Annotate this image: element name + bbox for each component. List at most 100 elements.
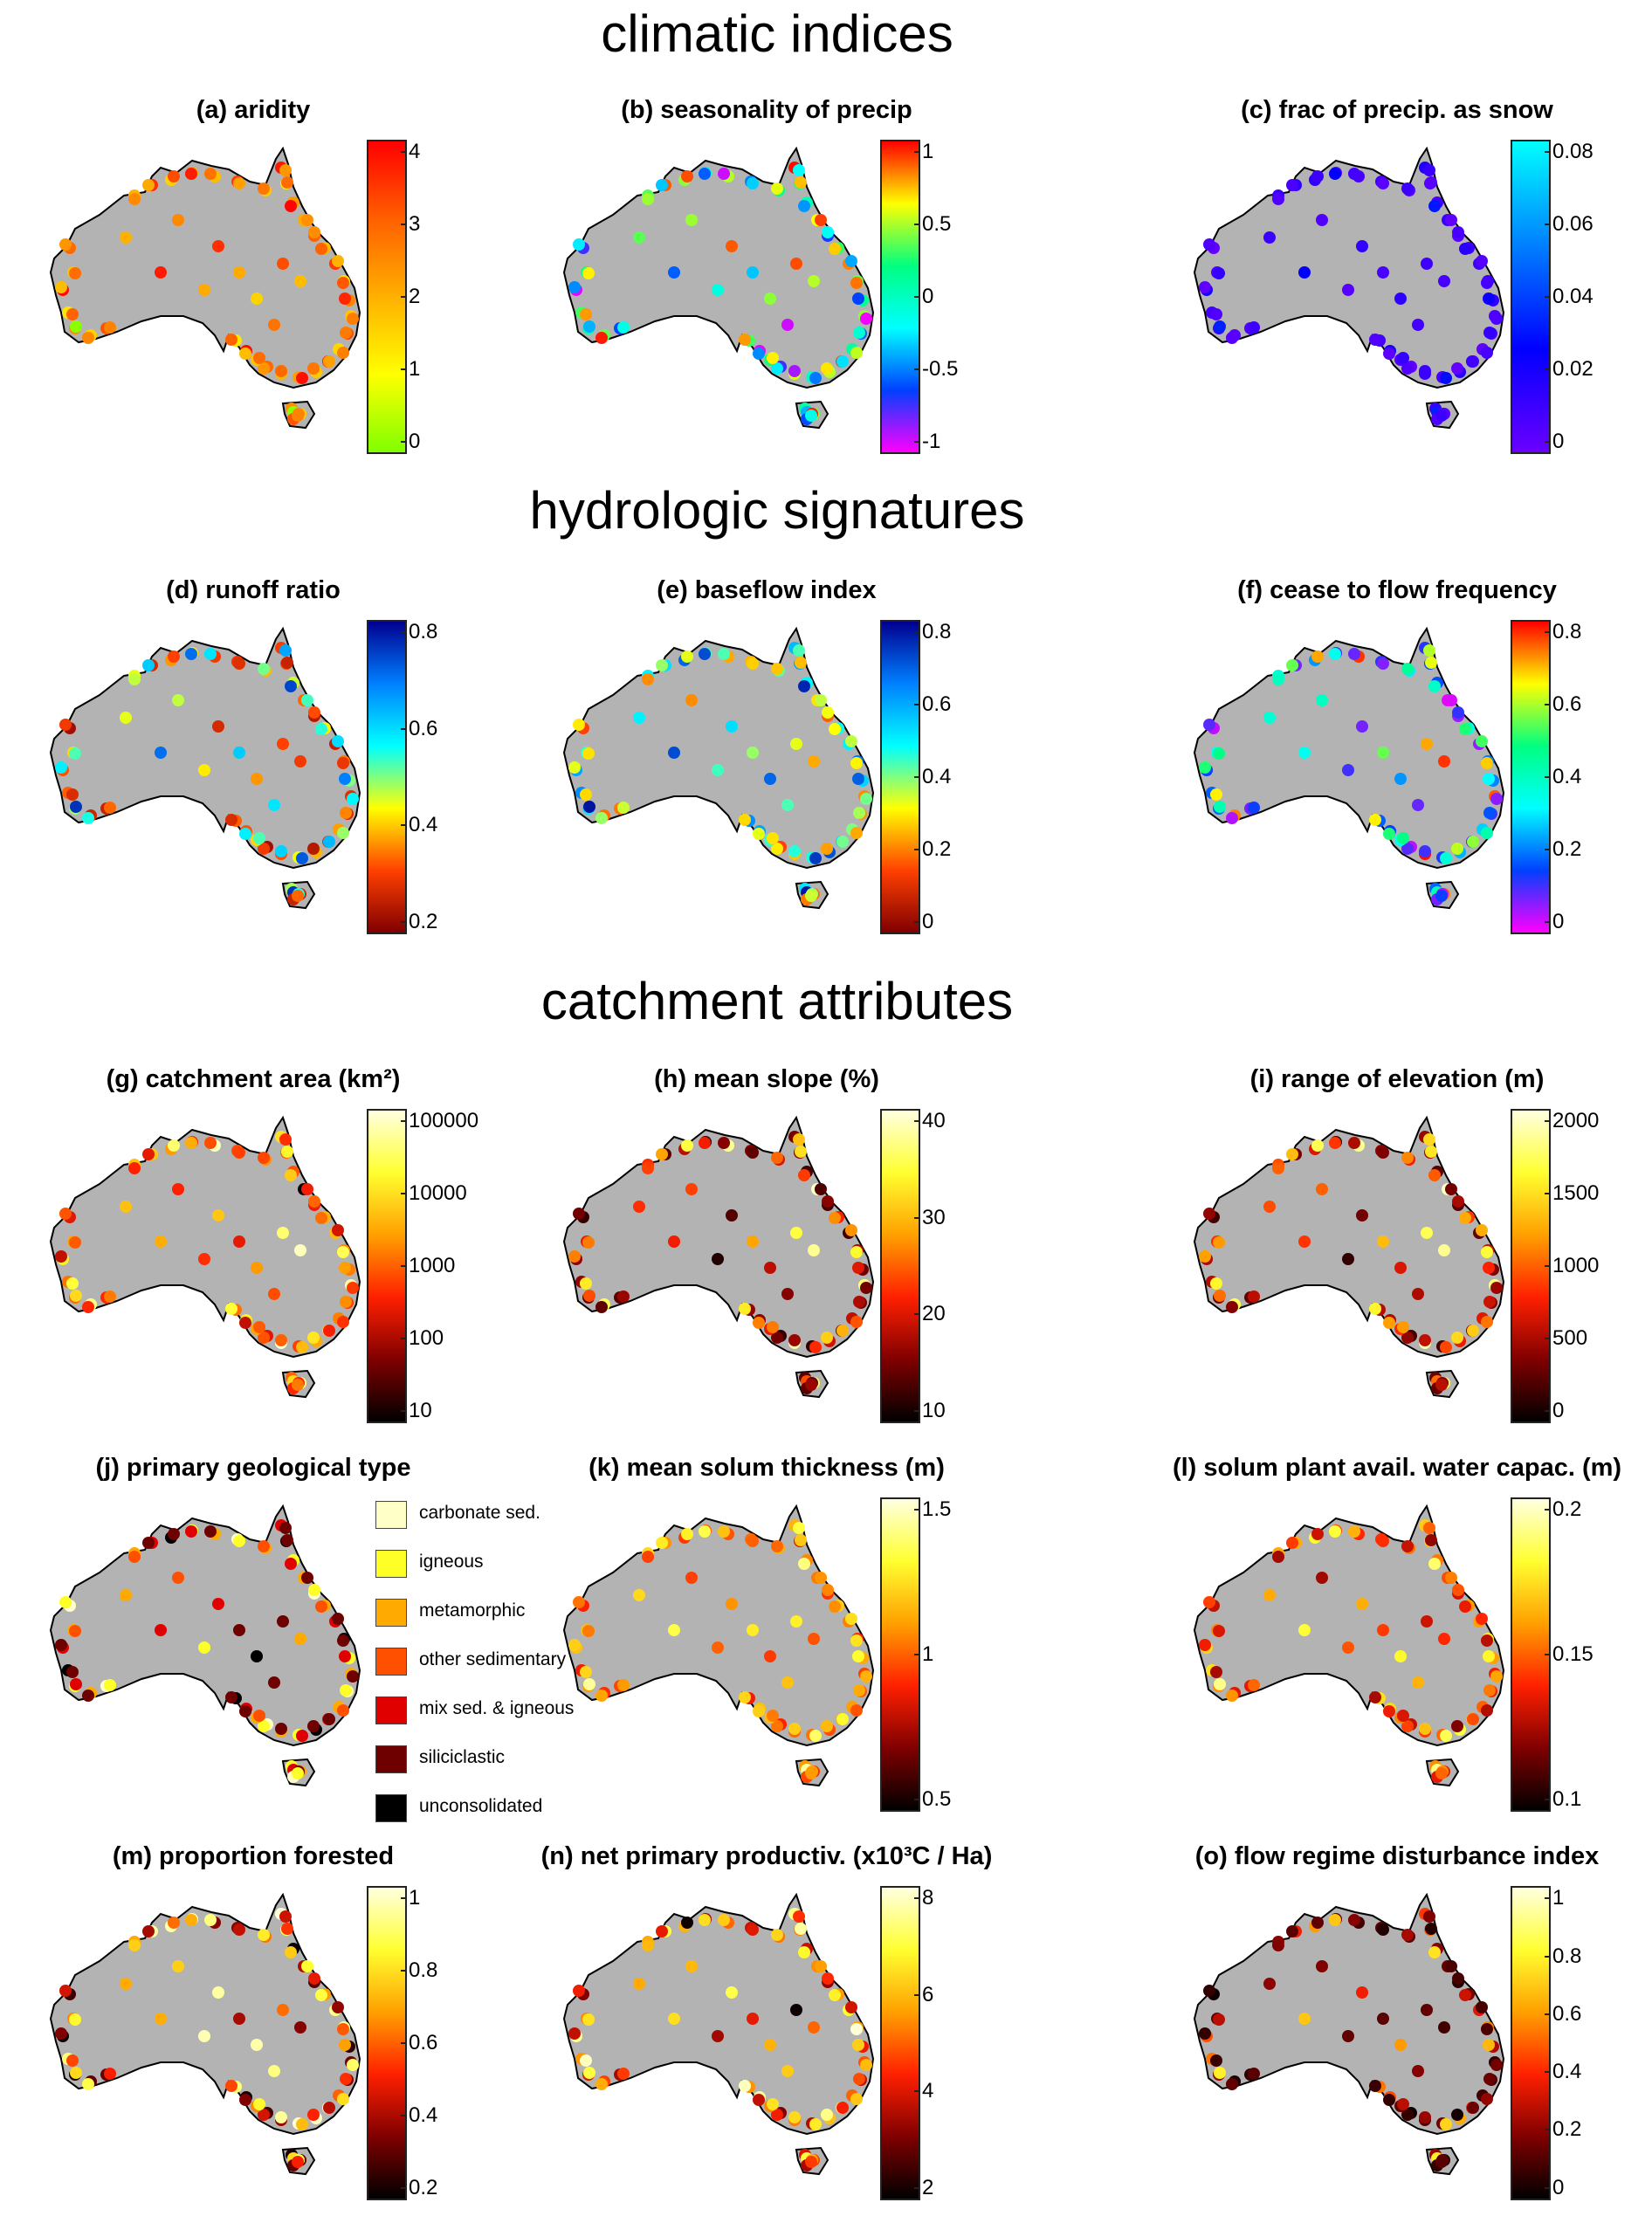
catchment-dot — [1383, 1705, 1395, 1717]
catchment-dot — [656, 1537, 668, 1549]
colorbar-tick-label: 4 — [913, 2079, 934, 2103]
catchment-dot — [315, 1212, 327, 1224]
catchment-dot — [836, 1713, 849, 1725]
catchment-dot — [771, 663, 783, 675]
catchment-dot — [668, 266, 680, 279]
catchment-dot — [726, 1209, 738, 1222]
catchment-dot — [155, 1235, 167, 1248]
catchment-dot — [1298, 1235, 1311, 1248]
colorbar-ticks: 40 30 20 10 — [914, 1109, 1053, 1423]
catchment-dot — [1210, 2054, 1222, 2067]
catchment-dot — [771, 1929, 783, 1941]
catchment-dot — [1272, 1939, 1284, 1951]
catchment-dot — [155, 1624, 167, 1636]
catchment-dot — [829, 1600, 841, 1613]
catchment-dot — [1476, 255, 1488, 267]
catchment-dot — [845, 255, 857, 267]
catchment-dot — [1263, 712, 1276, 724]
catchment-dot — [233, 1235, 245, 1248]
catchment-dot — [168, 170, 180, 182]
catchment-dot — [852, 292, 864, 305]
catchment-dot — [1421, 2004, 1433, 2016]
catchment-dot — [852, 773, 864, 785]
catchment-dot — [1419, 1334, 1431, 1346]
catchment-dot — [1412, 1676, 1424, 1689]
catchment-dot — [767, 832, 779, 844]
catchment-dot — [573, 1985, 585, 1997]
catchment-dot — [739, 2080, 751, 2092]
catchment-dot — [1452, 1195, 1464, 1208]
catchment-dot — [337, 2093, 349, 2105]
catchment-dot — [239, 2094, 251, 2106]
colorbar-tick-label: 2 — [400, 285, 421, 308]
catchment-dot — [790, 2004, 802, 2016]
catchment-dot — [805, 2156, 817, 2168]
colorbar-tick-label: 1.5 — [913, 1497, 952, 1522]
catchment-dot — [747, 2013, 759, 2025]
catchment-dot — [1263, 1978, 1276, 1990]
catchment-dot — [1286, 179, 1298, 191]
catchment-dot — [1435, 890, 1448, 902]
catchment-dot — [1329, 648, 1341, 660]
catchment-dot — [1445, 214, 1457, 226]
colorbar-tick-label: 0 — [1544, 429, 1565, 453]
catchment-dot — [1438, 275, 1450, 287]
catchment-dot — [301, 694, 313, 706]
legend-label: siliciclastic — [419, 1747, 506, 1767]
catchment-dot — [1203, 1985, 1215, 1997]
map-panel-l: (l) solum plant avail. water capac. (m) 0… — [1153, 1454, 1652, 1812]
catchment-dot — [1316, 694, 1328, 706]
catchment-dot — [337, 1635, 349, 1647]
catchment-dot — [1213, 2013, 1225, 2026]
catchment-dot — [212, 1986, 224, 1999]
catchment-dot — [251, 1650, 263, 1662]
catchment-dot — [253, 352, 265, 364]
catchment-dot — [281, 176, 293, 189]
colorbar-tick-label: 500 — [1544, 1325, 1588, 1350]
catchment-dot — [128, 673, 141, 685]
catchment-dot — [1356, 1986, 1368, 1999]
catchment-dot — [1397, 352, 1409, 364]
catchment-dot — [595, 1301, 608, 1313]
colorbar-tick-label: 4 — [400, 140, 421, 164]
catchment-dot — [747, 177, 759, 189]
catchment-dot — [277, 1227, 289, 1239]
catchment-dot — [277, 1615, 289, 1628]
map-panel-j: (j) primary geological type carbonate sed… — [9, 1454, 574, 1822]
catchment-dot — [172, 1960, 184, 1972]
catchment-dot — [281, 1146, 293, 1158]
catchment-dot — [301, 1960, 313, 1972]
catchment-dot — [239, 1317, 251, 1329]
catchment-dot — [292, 890, 304, 902]
catchment-dot — [1459, 1212, 1471, 1224]
catchment-dot — [1199, 761, 1211, 774]
catchment-dot — [788, 365, 801, 377]
catchment-dot — [332, 735, 344, 747]
catchment-dot — [821, 2109, 833, 2121]
catchment-dot — [1419, 1723, 1431, 1735]
catchment-dot — [281, 1534, 293, 1546]
map-panel-d: (d) runoff ratio 0.8 0.6 0.4 0.2 — [9, 576, 550, 934]
catchment-dot — [1342, 284, 1354, 296]
catchment-dot — [104, 1290, 116, 1303]
catchment-dot — [642, 673, 654, 685]
catchment-dot — [198, 1641, 210, 1654]
catchment-dot — [294, 2021, 306, 2034]
catchment-dot — [1348, 648, 1360, 660]
catchment-dot — [323, 836, 335, 848]
panel-title: (b) seasonality of precip — [621, 96, 912, 124]
catchment-dot — [582, 267, 595, 279]
panel-title: (n) net primary productiv. (x10³C / Ha) — [540, 1842, 993, 1870]
catchment-dot — [781, 799, 794, 811]
catchment-dot — [1428, 1946, 1441, 1958]
catchment-dot — [595, 1690, 608, 1702]
catchment-dot — [583, 801, 595, 813]
catchment-dot — [1483, 1296, 1496, 1308]
catchment-dot — [771, 1332, 783, 1344]
legend-label: mix sed. & igneous — [419, 1698, 575, 1718]
catchment-dot — [168, 1917, 180, 1929]
catchment-dot — [1425, 1923, 1437, 1935]
catchment-dot — [212, 720, 224, 733]
catchment-dot — [59, 719, 72, 731]
legend-swatch — [375, 1745, 407, 1773]
